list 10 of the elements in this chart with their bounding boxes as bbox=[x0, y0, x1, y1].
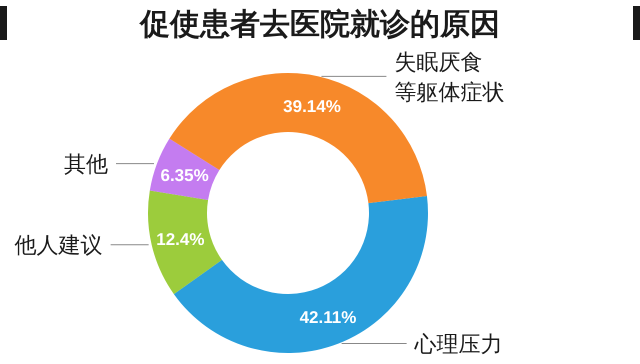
slice-label: 失眠厌食等躯体症状 bbox=[394, 50, 504, 106]
chart-title: 促使患者去医院就诊的原因 bbox=[139, 7, 500, 42]
data-label: 42.11% bbox=[300, 308, 356, 328]
data-label: 12.4% bbox=[156, 230, 204, 250]
data-label: 6.35% bbox=[160, 166, 209, 185]
slice-label: 心理压力 bbox=[414, 332, 503, 358]
slice-label: 他人建议 bbox=[14, 234, 103, 259]
slice-label: 其他 bbox=[64, 152, 108, 178]
data-label: 39.14% bbox=[283, 97, 341, 116]
donut-slice bbox=[148, 190, 222, 294]
